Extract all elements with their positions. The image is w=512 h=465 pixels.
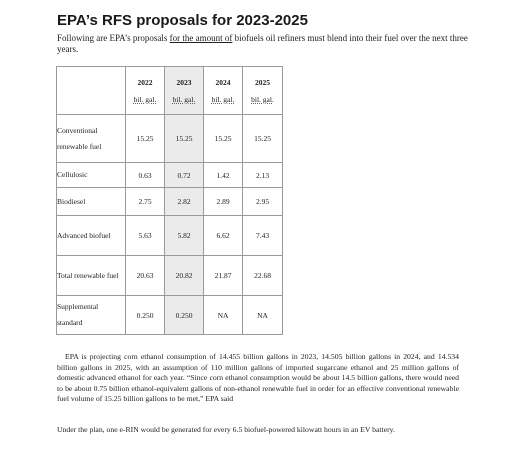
row-label: Conventional renewable fuel [56,114,126,163]
table-cell: NA [242,295,283,335]
table-cell: 7.43 [242,215,283,256]
table-cell: 20.63 [125,255,165,296]
row-label: Advanced biofuel [56,215,126,256]
unit-label: bil. gal. [172,94,196,104]
rfs-proposals-table: 2022 bil. gal. 2023 bil. gal. 2024 bil. gal… [56,66,283,335]
row-label: Supplemental standard [56,295,126,335]
table-cell: 21.87 [203,255,243,296]
header-cell-2022: 2022 bil. gal. [125,66,165,115]
table-cell: 2.75 [125,187,165,216]
unit-label: bil. gal. [211,94,235,104]
table-cell: 2.89 [203,187,243,216]
table-corner-cell [56,66,126,115]
row-label: Cellulosic [56,162,126,188]
subtitle-link[interactable]: for the amount of [169,33,233,43]
table-cell: 0.250 [125,295,165,335]
year-label: 2024 [215,77,231,87]
table-row: Supplemental standard 0.250 0.250 NA NA [56,295,283,335]
table-header-row: 2022 bil. gal. 2023 bil. gal. 2024 bil. gal… [56,66,283,115]
year-label: 2025 [255,77,270,87]
header-cell-2024: 2024 bil. gal. [203,66,243,115]
table-cell: 5.63 [125,215,165,256]
table-cell: 0.63 [125,162,165,188]
body-paragraph: EPA is projecting corn ethanol consumpti… [57,352,459,405]
body-paragraph-text: EPA is projecting corn ethanol consumpti… [57,352,459,403]
table-cell: 1.42 [203,162,243,188]
body-paragraph-ev: Under the plan, one e-RIN would be gener… [57,425,395,434]
table-row: Conventional renewable fuel 15.25 15.25 … [56,114,283,163]
unit-label: bil. gal. [133,94,157,104]
subtitle: Following are EPA’s proposals for the am… [57,33,469,55]
page-title: EPA’s RFS proposals for 2023-2025 [57,12,308,29]
table-cell: 0.72 [164,162,204,188]
table-row: Biodiesel 2.75 2.82 2.89 2.95 [56,187,283,216]
table-cell: 5.82 [164,215,204,256]
unit-label: bil. gal. [251,94,274,104]
row-label: Total renewable fuel [56,255,126,296]
table-cell: 15.25 [125,114,165,163]
year-label: 2023 [176,77,192,87]
table-cell: 22.68 [242,255,283,296]
subtitle-text-end: biofuels oil refiners must blend into th… [57,33,468,54]
table-row: Advanced biofuel 5.63 5.82 6.62 7.43 [56,215,283,256]
row-label: Biodiesel [56,187,126,216]
table-cell: 6.62 [203,215,243,256]
year-label: 2022 [137,77,153,87]
table-cell: 20.82 [164,255,204,296]
table-cell: 2.82 [164,187,204,216]
table-cell: 2.13 [242,162,283,188]
header-cell-2023: 2023 bil. gal. [164,66,204,115]
table-cell: NA [203,295,243,335]
table-cell: 2.95 [242,187,283,216]
table-cell: 15.25 [242,114,283,163]
header-cell-2025: 2025 bil. gal. [242,66,283,115]
table-cell: 15.25 [203,114,243,163]
table-row: Cellulosic 0.63 0.72 1.42 2.13 [56,162,283,188]
table-cell: 15.25 [164,114,204,163]
table-row: Total renewable fuel 20.63 20.82 21.87 2… [56,255,283,296]
table-cell: 0.250 [164,295,204,335]
subtitle-text-start: Following are EPA’s proposals [57,33,170,43]
